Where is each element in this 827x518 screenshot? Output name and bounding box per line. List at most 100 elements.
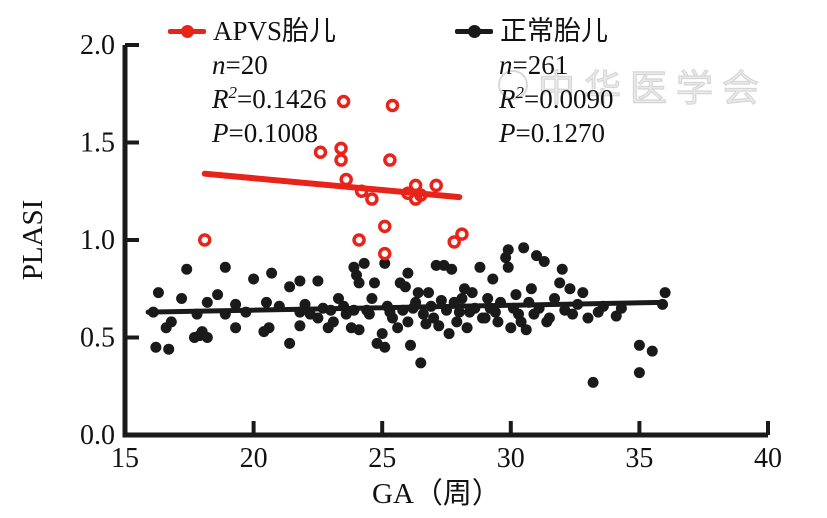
data-point [554,277,566,289]
data-point [386,312,398,324]
data-point [354,184,369,198]
data-point [379,257,391,269]
data-point [248,273,260,285]
legend-apvs-r2: R2=0.1426 [212,83,327,114]
data-point [446,263,458,275]
data-point [219,261,231,273]
data-point [181,263,193,275]
data-point [150,341,162,353]
data-point [385,98,400,113]
data-point [266,267,278,279]
data-point [294,320,306,332]
data-point [368,277,380,289]
data-point [176,293,188,304]
data-point [430,259,442,271]
legend-normal-n: n=261 [499,50,569,80]
data-point [646,345,658,357]
data-point [201,296,213,308]
series-normal [145,242,671,388]
legend-normal-label: 正常胎儿 [500,16,608,46]
trend-line [145,299,666,315]
legend-apvs-stats: n=20 R2=0.1426 P=0.1008 [168,48,336,150]
data-point [353,277,365,289]
data-point [428,312,440,324]
data-point [453,306,465,318]
data-point [556,263,568,275]
data-point [353,324,365,336]
axes [122,45,768,438]
data-point [392,322,404,334]
data-point [479,312,491,324]
data-point [489,306,501,318]
data-point [435,294,447,306]
legend-apvs-label: APVS胎儿 [213,16,337,46]
data-point [531,250,543,262]
data-point [433,320,445,332]
data-point [487,273,499,285]
x-tick-label: 15 [111,443,139,474]
legend-apvs-marker-icon [168,24,206,38]
data-point [510,289,522,301]
data-point [492,316,504,328]
data-point [163,343,175,355]
legend-normal-marker-icon [455,24,493,38]
data-point [420,318,432,330]
data-point [165,316,177,328]
data-point [312,312,324,324]
x-tick-label: 40 [754,443,782,474]
data-point [378,219,392,234]
data-point [567,308,579,320]
data-point [312,275,324,287]
x-tick-label: 20 [240,443,268,474]
y-tick-label: 2.0 [80,30,115,61]
data-point [582,312,594,324]
data-point [659,287,671,299]
data-point [334,153,348,167]
data-point [334,141,348,156]
data-point [294,275,306,287]
data-point [415,357,427,369]
data-point [414,188,428,202]
data-point [474,261,486,273]
series-apvs [197,94,469,261]
y-axis-title: PLASI [17,200,49,281]
data-point [366,293,378,304]
data-point [505,322,517,334]
data-point [327,316,339,328]
data-point [399,281,411,293]
legend-normal-r2: R2=0.0090 [499,83,614,114]
data-point [461,322,473,334]
data-point [378,246,392,261]
data-point [408,178,423,193]
data-point [365,192,379,206]
data-point [363,308,375,320]
data-point [152,287,164,299]
data-point [538,255,550,267]
data-point [313,145,328,159]
data-point [376,328,388,340]
data-point [383,153,397,167]
data-point [633,367,645,379]
data-point [332,293,344,304]
data-point [525,283,537,295]
data-point [515,316,527,328]
data-point [451,316,463,328]
y-tick-label: 1.5 [80,128,115,159]
data-point [543,312,555,324]
data-point [633,339,645,351]
data-point [263,322,275,334]
data-point [230,322,242,334]
x-tick-label: 25 [368,443,396,474]
data-point [336,94,351,109]
data-point [230,298,242,310]
legend-normal: 正常胎儿 n=261 R2=0.0090 P=0.1270 [455,14,613,150]
data-point [429,178,443,193]
legend-normal-title-row: 正常胎儿 [455,14,613,48]
x-axis-title: GA（周） [372,478,501,510]
data-point [412,287,424,299]
data-point [443,328,455,340]
data-point [260,296,272,308]
data-point [402,267,414,279]
